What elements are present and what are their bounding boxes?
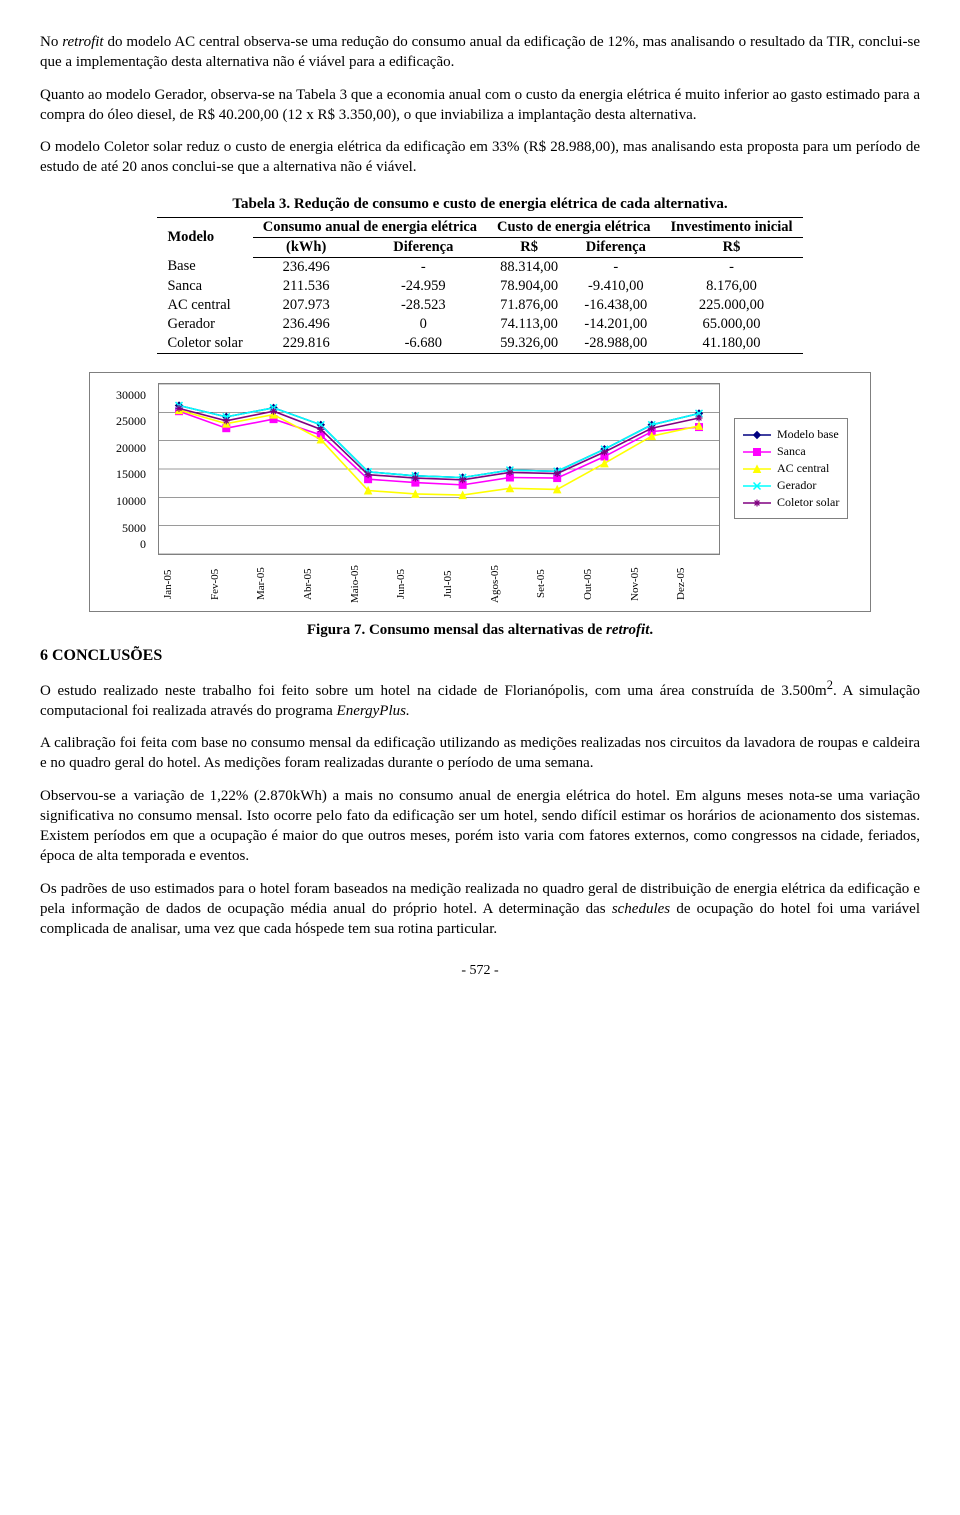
col-modelo: Modelo [157, 217, 252, 257]
section-heading: 6 CONCLUSÕES [40, 647, 920, 665]
col-invest: Investimento inicial [660, 217, 802, 237]
col-dif2: Diferença [571, 237, 660, 257]
table-row: Coletor solar229.816-6.68059.326,00-28.9… [157, 334, 802, 354]
y-axis-labels: 300002500020000150001000050000 [100, 383, 150, 555]
legend-item: Gerador [743, 478, 839, 493]
legend-item: AC central [743, 461, 839, 476]
legend-item: Modelo base [743, 427, 839, 442]
col-consumo: Consumo anual de energia elétrica [253, 217, 487, 237]
table-title: Tabela 3. Redução de consumo e custo de … [40, 196, 920, 213]
table-3: Modelo Consumo anual de energia elétrica… [157, 217, 802, 354]
table-row: Gerador236.496074.113,00-14.201,0065.000… [157, 315, 802, 334]
col-dif1: Diferença [360, 237, 487, 257]
text: No retrofit do modelo AC central observa… [40, 34, 920, 70]
col-kwh: (kWh) [253, 237, 360, 257]
x-axis-labels: Jan-05Fev-05Mar-05Abr-05Maio-05Jun-05Jul… [162, 561, 722, 607]
legend-item: Sanca [743, 444, 839, 459]
paragraph-7: Os padrões de uso estimados para o hotel… [40, 879, 920, 940]
chart-legend: Modelo base Sanca AC central Gerador Coletor… [734, 418, 848, 519]
col-rs2: R$ [660, 237, 802, 257]
paragraph-5: A calibração foi feita com base no consu… [40, 733, 920, 774]
plot-area [158, 383, 720, 555]
paragraph-1: No retrofit do modelo AC central observa… [40, 32, 920, 73]
paragraph-4: O estudo realizado neste trabalho foi fe… [40, 677, 920, 722]
paragraph-3: O modelo Coletor solar reduz o custo de … [40, 137, 920, 178]
page-number: - 572 - [40, 963, 920, 979]
col-rs: R$ [487, 237, 571, 257]
table-row: Sanca211.536-24.95978.904,00-9.410,008.1… [157, 277, 802, 296]
chart-container: 300002500020000150001000050000 Modelo ba… [89, 372, 871, 612]
table-row: Base236.496-88.314,00-- [157, 257, 802, 277]
table-row: AC central207.973-28.52371.876,00-16.438… [157, 296, 802, 315]
figure-caption: Figura 7. Consumo mensal das alternativa… [40, 622, 920, 639]
paragraph-2: Quanto ao modelo Gerador, observa-se na … [40, 85, 920, 126]
legend-item: Coletor solar [743, 495, 839, 510]
col-custo: Custo de energia elétrica [487, 217, 660, 237]
paragraph-6: Observou-se a variação de 1,22% (2.870kW… [40, 786, 920, 867]
